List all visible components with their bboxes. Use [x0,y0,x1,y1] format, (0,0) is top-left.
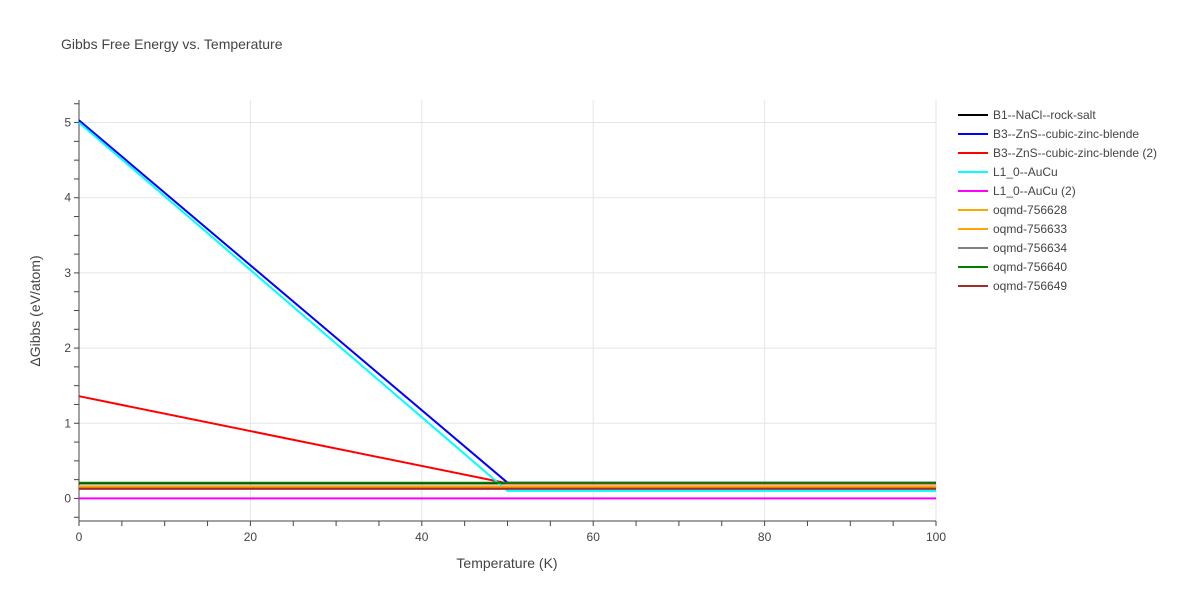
legend-item[interactable]: oqmd-756649 [958,279,1067,293]
x-tick-label: 100 [926,530,946,544]
x-tick-label: 0 [76,530,83,544]
legend-label: oqmd-756640 [993,260,1067,274]
y-tick-label: 0 [64,491,71,505]
legend-item[interactable]: oqmd-756634 [958,241,1067,255]
legend-item[interactable]: oqmd-756633 [958,222,1067,236]
y-axis-title: ΔGibbs (eV/atom) [27,255,43,366]
legend-item[interactable]: B1--NaCl--rock-salt [958,108,1096,122]
legend-item[interactable]: L1_0--AuCu [958,165,1058,179]
x-tick-label: 60 [587,530,601,544]
legend-label: oqmd-756649 [993,279,1067,293]
y-tick-label: 2 [64,341,71,355]
legend-item[interactable]: oqmd-756628 [958,203,1067,217]
legend-label: B3--ZnS--cubic-zinc-blende [993,127,1139,141]
y-tick-label: 1 [64,416,71,430]
legend-label: L1_0--AuCu [993,165,1058,179]
legend-label: oqmd-756628 [993,203,1067,217]
y-tick-label: 3 [64,266,71,280]
legend-label: B1--NaCl--rock-salt [993,108,1096,122]
x-tick-label: 20 [244,530,258,544]
series-layer [78,119,936,500]
y-tick-label: 5 [64,116,71,130]
series-line-3 [78,121,936,492]
series-line-2 [78,395,936,485]
legend: B1--NaCl--rock-salt B3--ZnS--cubic-zinc-b… [958,108,1157,293]
legend-item[interactable]: L1_0--AuCu (2) [958,184,1076,198]
x-tick-label: 40 [415,530,429,544]
chart-title: Gibbs Free Energy vs. Temperature [61,36,283,52]
legend-item[interactable]: oqmd-756640 [958,260,1067,274]
legend-label: L1_0--AuCu (2) [993,184,1076,198]
legend-label: oqmd-756633 [993,222,1067,236]
legend-label: B3--ZnS--cubic-zinc-blende (2) [993,146,1157,160]
legend-item[interactable]: B3--ZnS--cubic-zinc-blende (2) [958,146,1157,160]
y-tick-label: 4 [64,191,71,205]
legend-label: oqmd-756634 [993,241,1067,255]
x-tick-label: 80 [758,530,772,544]
grid-layer [79,100,937,521]
axes-layer: 0 20 40 60 80 100 0 1 2 3 4 5 [64,100,946,544]
x-axis-title: Temperature (K) [456,555,557,571]
legend-item[interactable]: B3--ZnS--cubic-zinc-blende [958,127,1139,141]
series-line-1 [78,119,936,484]
